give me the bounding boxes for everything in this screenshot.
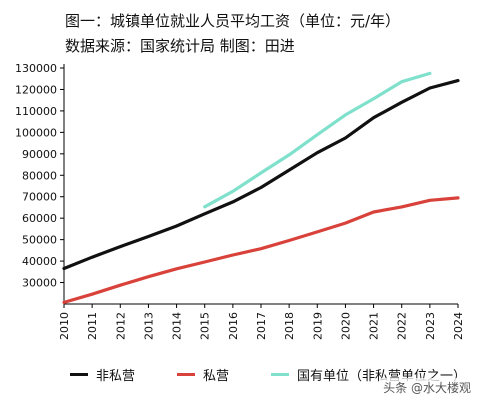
y-tick-label: 70000 (22, 191, 57, 204)
series-line-private (62, 196, 460, 304)
x-tick-label: 2016 (227, 312, 240, 340)
y-tick-label: 50000 (22, 234, 57, 247)
x-tick-label: 2015 (199, 312, 212, 340)
legend-item-nonprivate: 非私营 (70, 365, 135, 384)
series-line-nonprivate (62, 78, 460, 271)
y-tick-label: 30000 (22, 277, 57, 290)
y-tick-label: 80000 (22, 169, 57, 182)
y-tick-label: 110000 (15, 105, 57, 118)
x-tick-label: 2013 (142, 312, 155, 340)
y-tick-label: 100000 (15, 126, 57, 139)
x-tick-label: 2010 (58, 312, 71, 340)
legend-item-private: 私营 (177, 365, 229, 384)
x-tick-label: 2020 (339, 312, 352, 340)
legend-swatch-private (177, 373, 196, 376)
chart-subtitle: 数据来源：国家统计局 制图：田进 (65, 37, 295, 55)
x-tick-label: 2021 (368, 312, 381, 340)
y-tick-label: 90000 (22, 148, 57, 161)
series-line-state-owned (203, 71, 432, 209)
x-tick-label: 2011 (86, 312, 99, 340)
x-tick-label: 2017 (255, 312, 268, 340)
y-tick-label: 130000 (15, 62, 57, 75)
legend-label-nonprivate: 非私营 (96, 369, 136, 384)
chart-title: 图一：城镇单位就业人员平均工资（单位：元/年） (65, 12, 401, 30)
y-tick-label: 60000 (22, 212, 57, 225)
y-tick-label: 120000 (15, 83, 57, 96)
watermark: 头条 @水大楼观 (380, 378, 474, 397)
x-tick-label: 2012 (114, 312, 127, 340)
x-tick-label: 2014 (171, 312, 184, 340)
x-tick-label: 2019 (311, 312, 324, 340)
legend-swatch-nonprivate (70, 373, 88, 376)
y-tick-label: 40000 (22, 255, 57, 268)
x-tick-label: 2023 (424, 312, 437, 340)
x-tick-label: 2018 (283, 312, 296, 340)
x-tick-label: 2024 (452, 312, 465, 340)
x-tick-label: 2022 (396, 312, 409, 340)
legend-label-private: 私营 (203, 369, 230, 384)
legend-swatch-state-owned (271, 373, 290, 376)
